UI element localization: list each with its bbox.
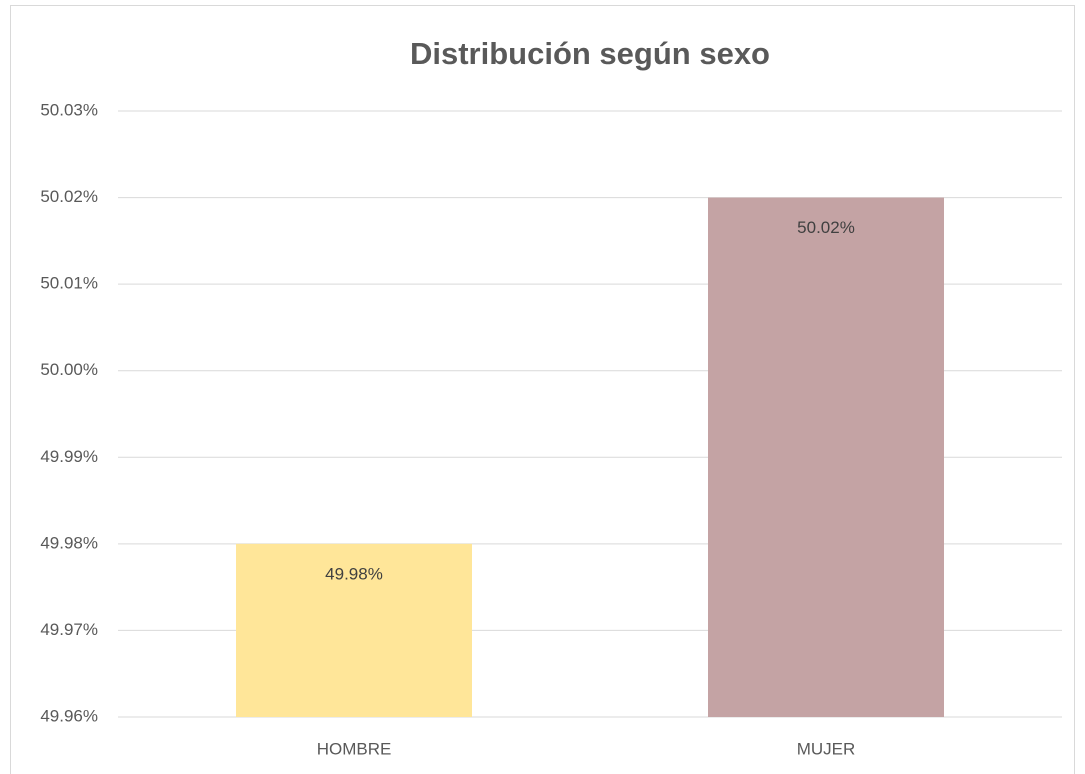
y-tick-label: 49.99% xyxy=(40,447,98,466)
y-tick-label: 49.98% xyxy=(40,533,98,552)
y-tick-label: 50.03% xyxy=(40,100,98,119)
y-tick-label: 50.02% xyxy=(40,187,98,206)
y-tick-label: 50.01% xyxy=(40,274,98,293)
y-tick-label: 49.96% xyxy=(40,706,98,725)
y-tick-label: 49.97% xyxy=(40,620,98,639)
data-label: 49.98% xyxy=(325,564,383,583)
x-tick-label: MUJER xyxy=(797,739,856,758)
bar xyxy=(708,197,944,718)
data-label: 50.02% xyxy=(797,218,855,237)
bar xyxy=(236,543,472,717)
y-tick-label: 50.00% xyxy=(40,360,98,379)
chart-title: Distribución según sexo xyxy=(410,36,770,71)
x-tick-label: HOMBRE xyxy=(317,739,392,758)
